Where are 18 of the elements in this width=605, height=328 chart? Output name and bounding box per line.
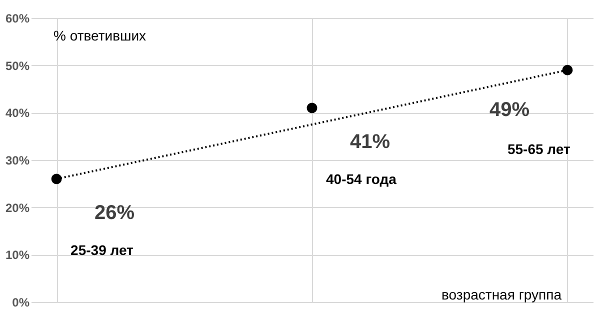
y-tick-label: 0%	[12, 296, 30, 310]
x-axis-title: возрастная группа	[442, 286, 562, 302]
data-label: 41%	[350, 130, 390, 153]
point	[306, 102, 318, 114]
y-tick-label: 40%	[5, 106, 30, 120]
y-tick-label: 60%	[5, 12, 30, 26]
x-tick-label: 40-54 года	[326, 170, 397, 187]
point	[51, 174, 62, 184]
y-tick-label: 10%	[5, 248, 30, 262]
y-axis-title: % ответивших	[54, 28, 146, 44]
x-tick-label: 25-39 лет	[70, 242, 134, 258]
data-label: 49%	[489, 99, 530, 122]
data-label: 26%	[94, 202, 135, 224]
y-tick-label: 30%	[5, 154, 30, 168]
y-tick-label: 20%	[5, 200, 30, 215]
y-tick-label: 50%	[5, 58, 30, 73]
point	[562, 64, 573, 76]
x-tick-label: 55-65 лет	[507, 141, 570, 158]
